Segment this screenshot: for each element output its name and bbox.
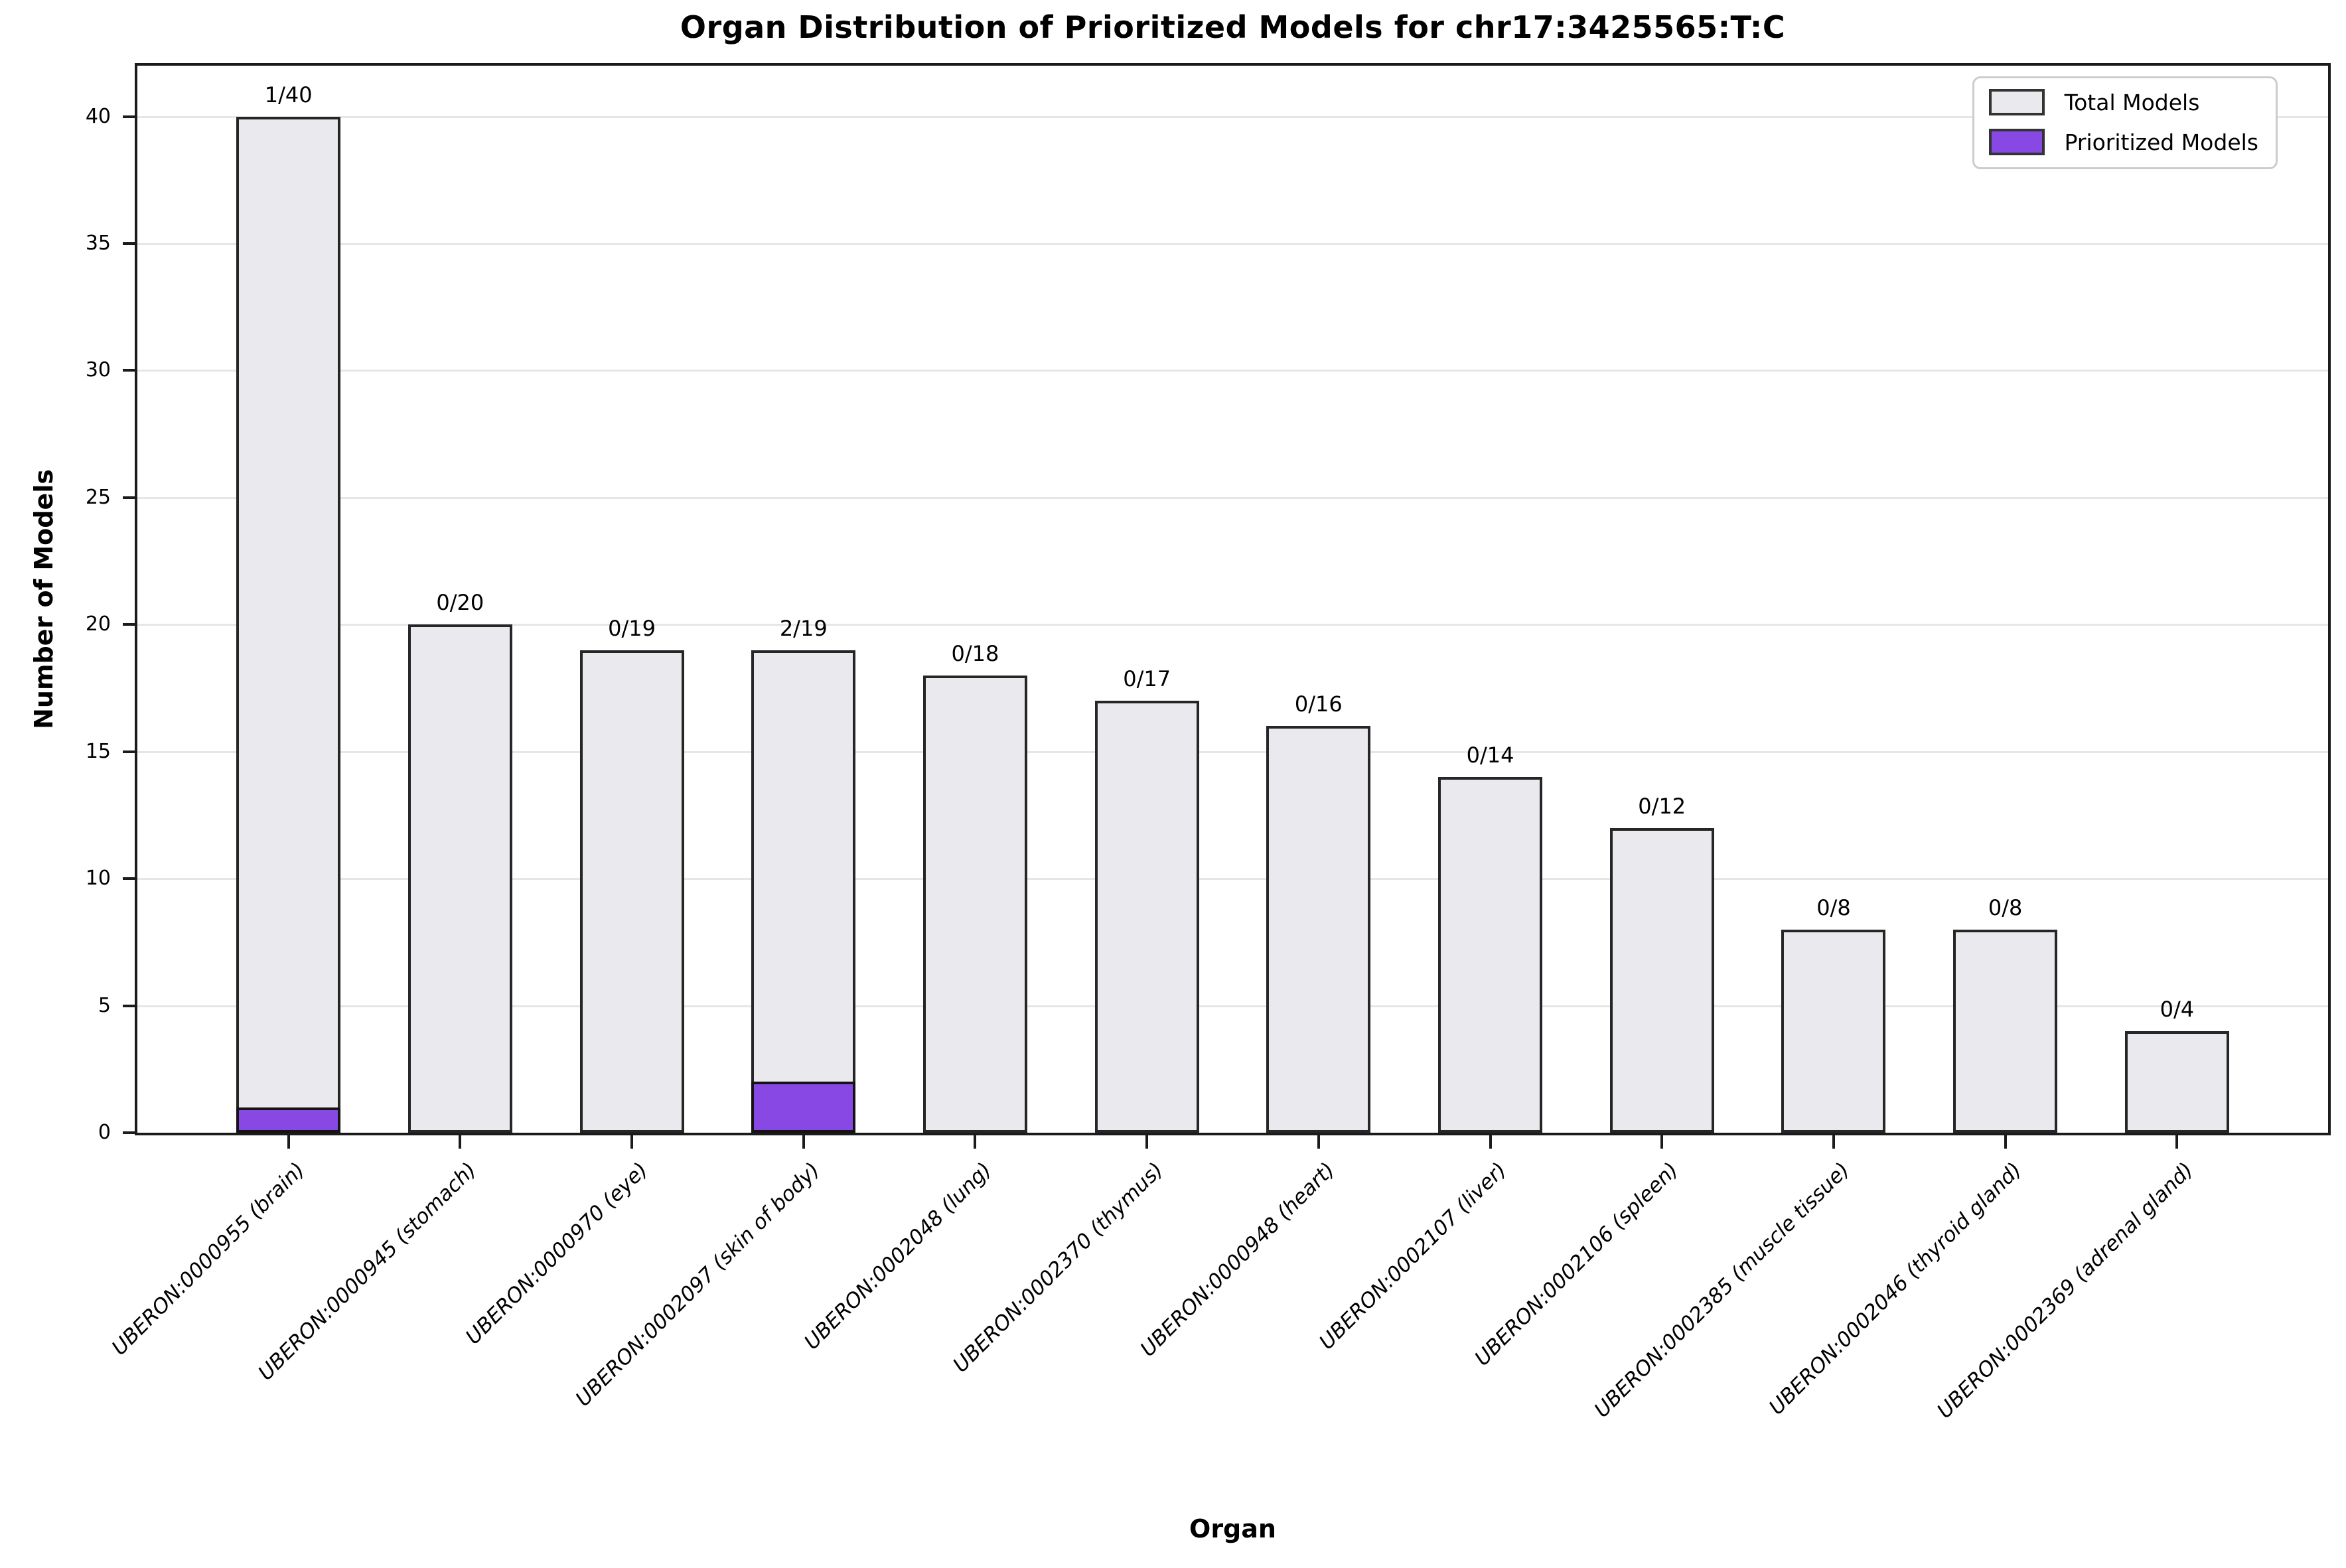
x-tick-label: UBERON:0002106 (spleen) — [1470, 1158, 1683, 1371]
y-tick-label: 5 — [98, 993, 111, 1017]
total-models-bar — [579, 650, 684, 1133]
gridline — [137, 1005, 2328, 1007]
y-tick-mark — [123, 877, 135, 881]
y-tick-mark — [123, 369, 135, 372]
total-models-swatch — [1988, 89, 2045, 115]
total-models-bar — [751, 650, 856, 1133]
x-tick-mark — [974, 1135, 977, 1149]
y-tick-label: 40 — [85, 104, 111, 128]
y-tick-mark — [123, 496, 135, 499]
legend-item-prioritized: Prioritized Models — [1988, 129, 2258, 155]
x-tick-mark — [1832, 1135, 1835, 1149]
total-models-bar — [236, 116, 341, 1133]
y-tick-label: 25 — [85, 485, 111, 509]
x-tick-mark — [630, 1135, 634, 1149]
x-tick-mark — [1317, 1135, 1320, 1149]
x-tick-mark — [1145, 1135, 1149, 1149]
x-tick-label: UBERON:0002048 (lung) — [799, 1158, 996, 1355]
bar-value-label: 1/40 — [264, 82, 313, 107]
gridline — [137, 243, 2328, 245]
gridline — [137, 496, 2328, 499]
total-models-bar — [407, 624, 512, 1133]
x-tick-mark — [2175, 1135, 2179, 1149]
y-tick-label: 15 — [85, 739, 111, 763]
y-tick-mark — [123, 1004, 135, 1007]
gridline — [137, 878, 2328, 881]
bar-value-label: 0/12 — [1638, 793, 1686, 819]
bar-value-label: 0/4 — [2160, 996, 2195, 1022]
y-tick-mark — [123, 1131, 135, 1134]
legend: Total Models Prioritized Models — [1972, 76, 2278, 169]
x-tick-label: UBERON:0002107 (liver) — [1315, 1158, 1512, 1355]
y-tick-mark — [123, 242, 135, 245]
bar-value-label: 0/18 — [951, 640, 999, 666]
gridline — [137, 624, 2328, 626]
y-tick-mark — [123, 750, 135, 753]
y-tick-label: 10 — [85, 867, 111, 891]
x-tick-mark — [459, 1135, 462, 1149]
total-models-bar — [2124, 1031, 2229, 1133]
bar-value-label: 0/19 — [608, 615, 656, 641]
total-models-bar — [1094, 701, 1199, 1133]
total-models-bar — [1953, 929, 2058, 1133]
x-tick-label: UBERON:0000970 (eye) — [461, 1158, 653, 1350]
bar-value-label: 0/8 — [1988, 894, 2023, 920]
prioritized-models-bar — [751, 1082, 856, 1133]
x-tick-mark — [287, 1135, 290, 1149]
total-models-bar — [1609, 827, 1714, 1133]
bar-value-label: 0/14 — [1466, 743, 1514, 768]
total-models-bar — [1266, 726, 1371, 1133]
x-tick-mark — [2004, 1135, 2007, 1149]
bar-value-label: 2/19 — [779, 615, 828, 641]
x-tick-mark — [1660, 1135, 1664, 1149]
bar-value-label: 0/8 — [1816, 894, 1851, 920]
total-models-bar — [922, 675, 1027, 1133]
chart-title: Organ Distribution of Prioritized Models… — [680, 9, 1786, 45]
legend-label-prioritized: Prioritized Models — [2064, 129, 2258, 155]
gridline — [137, 115, 2328, 118]
y-tick-mark — [123, 623, 135, 626]
gridline — [137, 750, 2328, 753]
x-tick-label: UBERON:0000955 (brain) — [107, 1158, 310, 1360]
total-models-bar — [1781, 929, 1886, 1133]
total-models-bar — [1438, 777, 1543, 1133]
x-axis-label: Organ — [1189, 1514, 1276, 1543]
x-tick-label: UBERON:0000948 (heart) — [1136, 1158, 1340, 1362]
y-tick-label: 35 — [85, 232, 111, 255]
x-tick-mark — [802, 1135, 805, 1149]
legend-item-total: Total Models — [1988, 89, 2258, 115]
bar-value-label: 0/20 — [436, 590, 484, 616]
prioritized-models-swatch — [1988, 129, 2045, 155]
legend-label-total: Total Models — [2064, 89, 2200, 115]
y-tick-mark — [123, 115, 135, 118]
y-tick-label: 30 — [85, 358, 111, 382]
gridline — [137, 370, 2328, 372]
bar-value-label: 0/16 — [1294, 691, 1343, 717]
y-tick-label: 0 — [98, 1121, 111, 1144]
x-tick-label: UBERON:0002370 (thymus) — [948, 1158, 1168, 1378]
prioritized-models-bar — [236, 1107, 341, 1133]
x-tick-mark — [1489, 1135, 1492, 1149]
plot-area: Total Models Prioritized Models 0 5 10 15 20… — [86, 63, 2331, 1423]
y-tick-label: 20 — [85, 612, 111, 636]
bar-value-label: 0/17 — [1123, 666, 1171, 692]
